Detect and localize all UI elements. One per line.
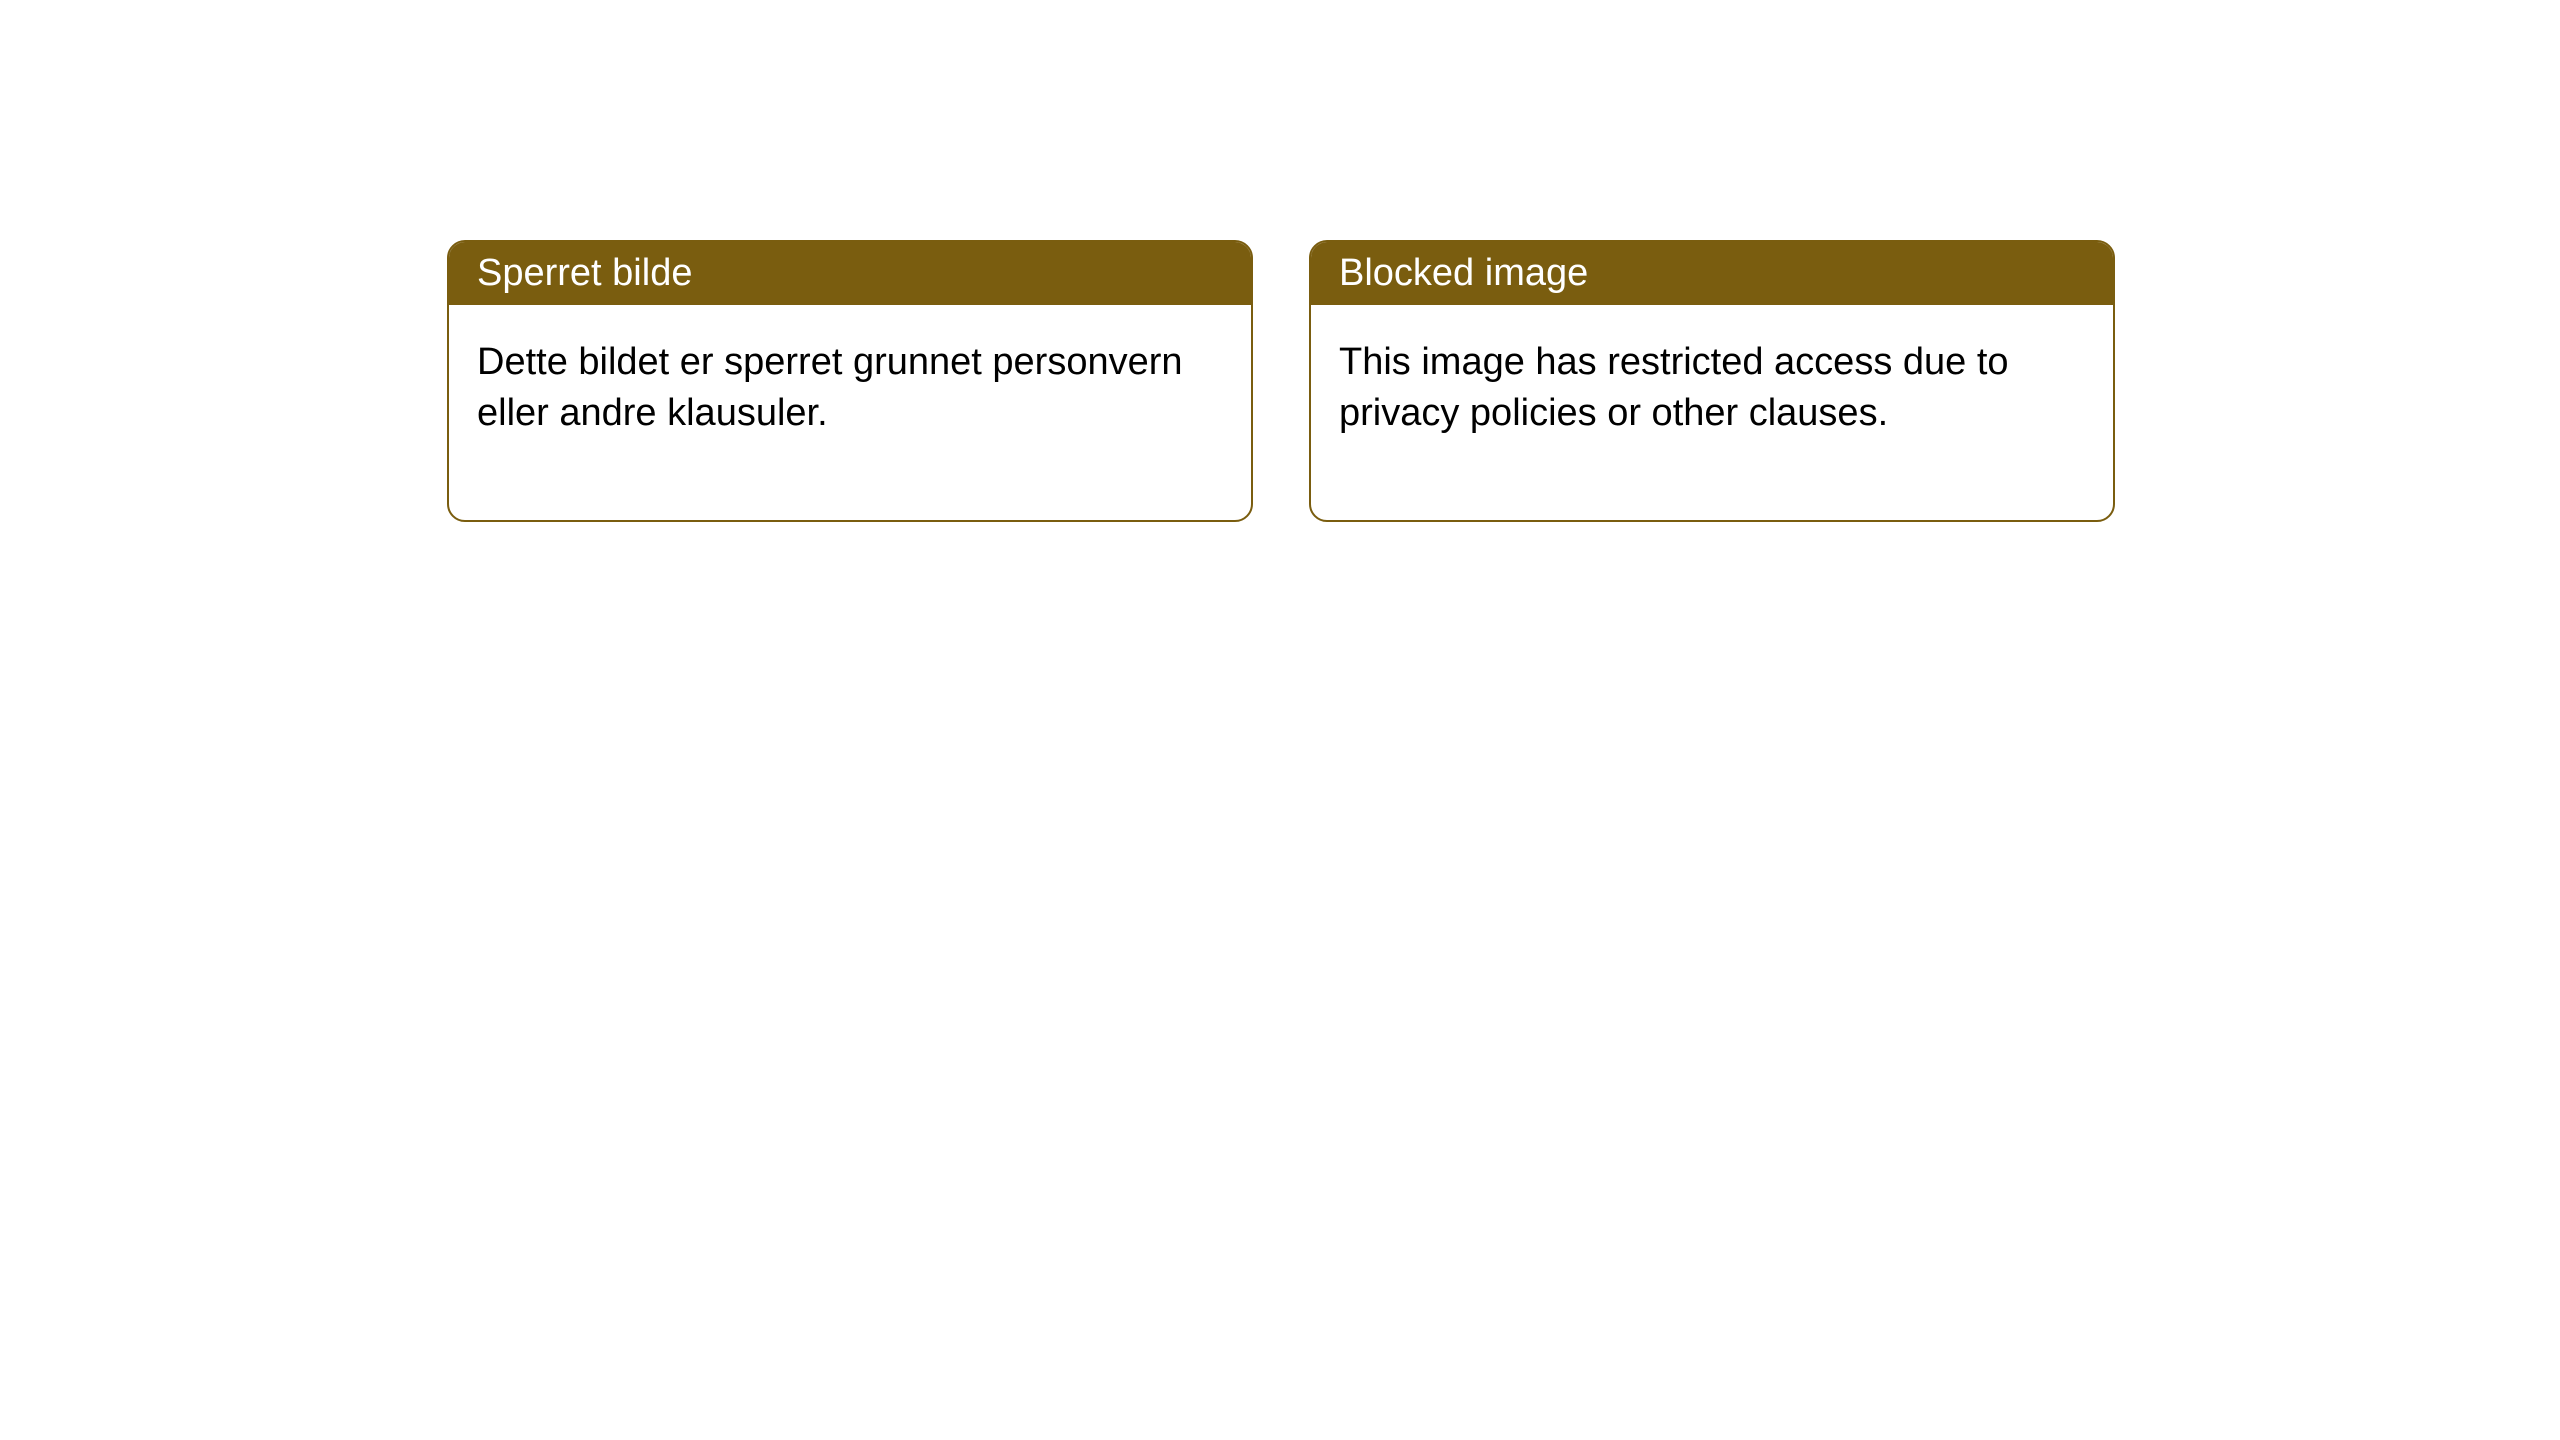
notice-box-english: Blocked image This image has restricted …	[1309, 240, 2115, 522]
notice-text-english: This image has restricted access due to …	[1339, 341, 2009, 434]
notice-box-norwegian: Sperret bilde Dette bildet er sperret gr…	[447, 240, 1253, 522]
notice-title-norwegian: Sperret bilde	[477, 252, 692, 294]
notice-container: Sperret bilde Dette bildet er sperret gr…	[0, 0, 2560, 522]
notice-header-norwegian: Sperret bilde	[449, 242, 1251, 305]
notice-text-norwegian: Dette bildet er sperret grunnet personve…	[477, 341, 1183, 434]
notice-body-norwegian: Dette bildet er sperret grunnet personve…	[449, 305, 1251, 520]
notice-body-english: This image has restricted access due to …	[1311, 305, 2113, 520]
notice-header-english: Blocked image	[1311, 242, 2113, 305]
notice-title-english: Blocked image	[1339, 252, 1588, 294]
